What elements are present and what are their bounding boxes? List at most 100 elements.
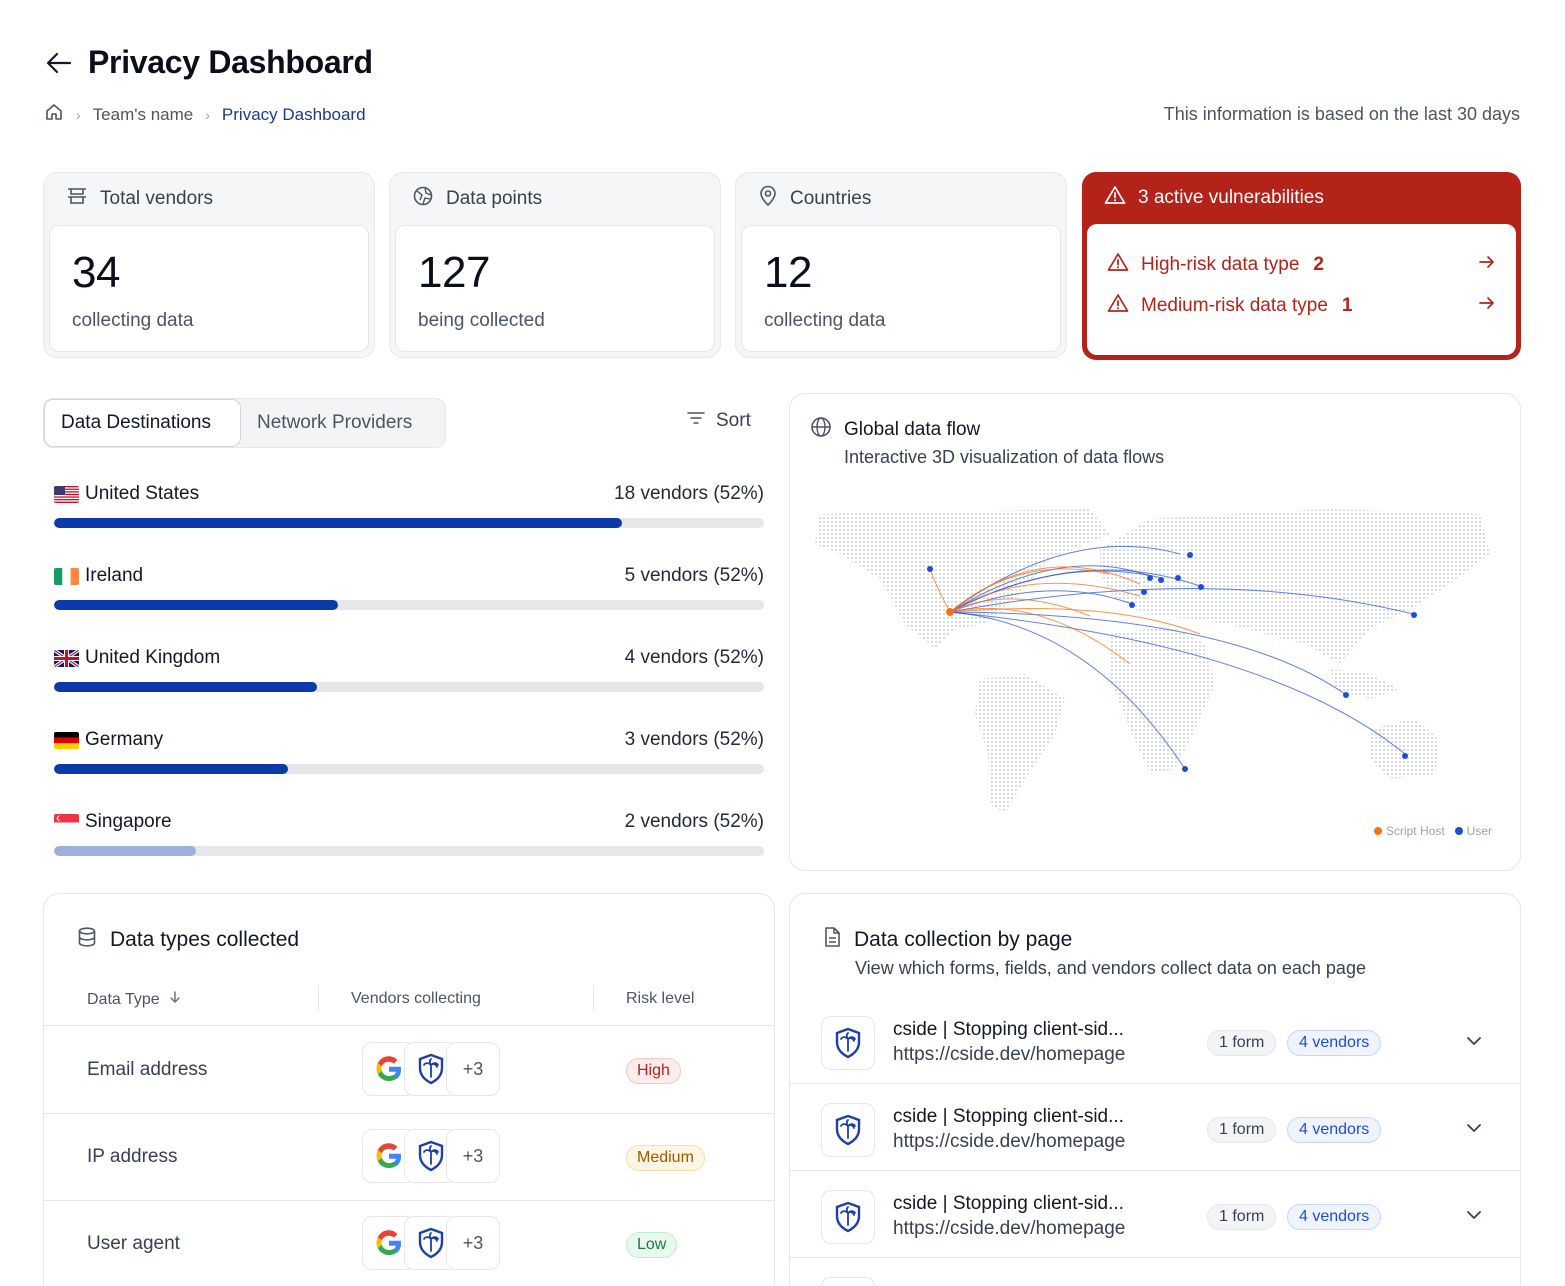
map-title: Global data flow (844, 419, 981, 440)
page-name: cside | Stopping client-sid... (893, 1106, 1124, 1127)
page-row-partial[interactable] (790, 1258, 1520, 1286)
arrow-right-icon[interactable] (1478, 254, 1496, 276)
progress-fill (54, 682, 317, 692)
page-row[interactable]: cside | Stopping client-sid... https://c… (790, 997, 1520, 1084)
forms-badge: 1 form (1207, 1204, 1277, 1230)
user-dot-icon (1454, 827, 1463, 835)
progress-track (54, 764, 764, 774)
list-item[interactable]: Singapore 2 vendors (52%) (54, 806, 764, 888)
vendors-badge: 4 vendors (1287, 1204, 1382, 1230)
user-markers (927, 552, 1417, 772)
world-map[interactable] (810, 504, 1500, 834)
uk-flag-icon (54, 649, 79, 667)
stat-value: 127 (418, 248, 490, 297)
column-divider (593, 986, 594, 1010)
map-subtitle: Interactive 3D visualization of data flo… (844, 447, 1165, 467)
country-name: United States (85, 483, 200, 504)
vendor-stack[interactable]: +3 (362, 1129, 500, 1183)
vulnerability-count: 1 (1341, 294, 1353, 316)
data-points-icon (412, 185, 434, 213)
data-type-name: Email address (87, 1059, 208, 1080)
progress-track (54, 600, 764, 610)
vendor-count: 3 vendors (52%) (624, 729, 764, 750)
singapore-flag-icon (54, 813, 79, 831)
tab-network-providers[interactable]: Network Providers (257, 412, 413, 433)
page-row[interactable]: cside | Stopping client-sid... https://c… (790, 1084, 1520, 1171)
script-host-marker (946, 608, 954, 616)
stat-value: 34 (72, 248, 120, 297)
pages-subtitle: View which forms, fields, and vendors co… (855, 958, 1366, 978)
progress-fill (54, 518, 622, 528)
page-row[interactable]: cside | Stopping client-sid... https://c… (790, 1171, 1520, 1258)
sort-button[interactable]: Sort (686, 410, 751, 432)
chevron-down-icon[interactable] (1466, 1120, 1482, 1138)
shield-palm-icon (821, 1277, 875, 1286)
map-legend: Script Host User (1373, 824, 1492, 838)
list-item[interactable]: Ireland 5 vendors (52%) (54, 560, 764, 642)
data-types-title: Data types collected (110, 928, 300, 951)
vendors-icon (66, 186, 88, 212)
table-row[interactable]: IP address +3 Medium (44, 1114, 774, 1201)
destination-tabs: Data Destinations Network Providers (43, 398, 446, 448)
vendors-badge: 4 vendors (1287, 1117, 1382, 1143)
chevron-down-icon[interactable] (1466, 1033, 1482, 1051)
chevron-down-icon[interactable] (1466, 1207, 1482, 1225)
breadcrumb-current[interactable]: Privacy Dashboard (221, 104, 366, 124)
chevron-right-icon: › (205, 106, 210, 123)
vulnerability-label: Medium-risk data type (1141, 294, 1328, 316)
forms-badge: 1 form (1207, 1117, 1277, 1143)
shield-palm-icon (821, 1103, 875, 1157)
vulnerabilities-title: 3 active vulnerabilities (1138, 187, 1324, 208)
flow-arcs (929, 545, 1414, 770)
breadcrumb: › Team's name › Privacy Dashboard (44, 102, 366, 127)
page-url: https://cside.dev/homepage (893, 1131, 1126, 1152)
vendor-stack[interactable]: +3 (362, 1042, 500, 1096)
page-header: Privacy Dashboard (44, 44, 373, 81)
list-item[interactable]: United Kingdom 4 vendors (52%) (54, 642, 764, 724)
risk-badge: Medium (626, 1145, 705, 1171)
shield-palm-icon (821, 1016, 875, 1070)
back-arrow-icon[interactable] (44, 48, 74, 78)
landmass-dots (815, 509, 1490, 814)
country-name: Germany (85, 729, 164, 750)
progress-track (54, 682, 764, 692)
vulnerability-high-risk[interactable]: High-risk data type 2 (1107, 244, 1496, 285)
table-row[interactable]: User agent +3 Low (44, 1201, 774, 1286)
table-row[interactable]: Email address +3 High (44, 1027, 774, 1114)
vendor-extra-count: +3 (446, 1129, 500, 1183)
arrow-right-icon[interactable] (1478, 295, 1496, 317)
progress-fill (54, 600, 338, 610)
legend-script-host: Script Host (1385, 824, 1445, 838)
stat-sub: collecting data (72, 310, 194, 331)
progress-track (54, 846, 764, 856)
stat-label: Data points (446, 188, 543, 209)
vendor-count: 5 vendors (52%) (624, 565, 764, 586)
germany-flag-icon (54, 731, 79, 749)
stat-sub: collecting data (764, 310, 886, 331)
vendor-count: 4 vendors (52%) (624, 647, 764, 668)
column-header-data-type[interactable]: Data Type (87, 990, 182, 1009)
page-name: cside | Stopping client-sid... (893, 1019, 1124, 1040)
column-header-vendors: Vendors collecting (351, 990, 481, 1007)
location-pin-icon (758, 185, 778, 213)
data-types-card: Data types collected Data Type Vendors c… (43, 893, 775, 1286)
vendor-stack[interactable]: +3 (362, 1216, 500, 1270)
list-item[interactable]: Germany 3 vendors (52%) (54, 724, 764, 806)
home-icon[interactable] (44, 102, 64, 127)
data-collection-by-page-card: Data collection by page View which forms… (789, 893, 1521, 1286)
vulnerability-label: High-risk data type (1141, 253, 1300, 275)
ireland-flag-icon (54, 567, 79, 585)
vulnerability-medium-risk[interactable]: Medium-risk data type 1 (1107, 285, 1496, 326)
breadcrumb-team[interactable]: Team's name (92, 104, 194, 124)
stat-sub: being collected (418, 310, 545, 331)
vendor-count: 18 vendors (52%) (614, 483, 764, 504)
data-type-name: User agent (87, 1233, 180, 1254)
legend-user: User (1466, 824, 1492, 838)
list-item[interactable]: United States 18 vendors (52%) (54, 478, 764, 560)
progress-fill (54, 846, 196, 856)
data-type-name: IP address (87, 1146, 178, 1167)
page-name: cside | Stopping client-sid... (893, 1193, 1124, 1214)
global-data-flow-card: Global data flow Interactive 3D visualiz… (789, 393, 1521, 871)
tab-data-destinations[interactable]: Data Destinations (44, 399, 241, 447)
stat-card-vendors: Total vendors 34 collecting data (43, 172, 375, 358)
